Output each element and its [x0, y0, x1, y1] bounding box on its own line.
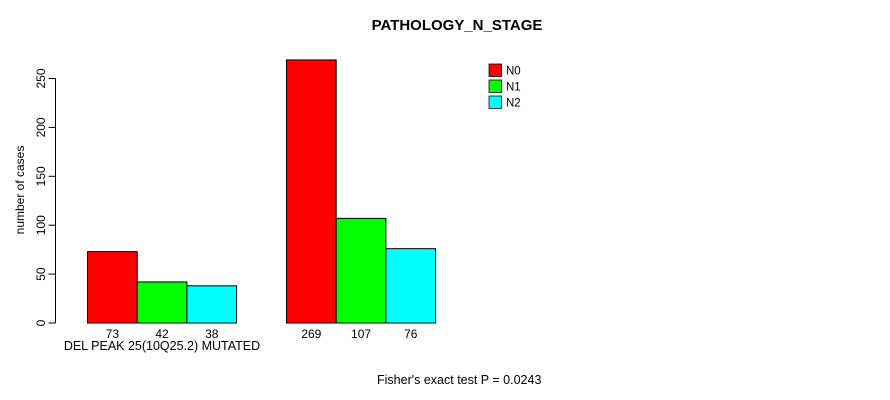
bar-value-label: 73	[106, 327, 120, 341]
y-axis-tick-label: 50	[34, 267, 48, 281]
bar-value-label: 38	[205, 327, 219, 341]
bar-group1-n1	[136, 281, 188, 324]
footnote-fisher-test: Fisher's exact test P = 0.0243	[377, 373, 541, 387]
bar-value-label: 42	[155, 327, 169, 341]
legend-swatch-n2	[488, 95, 502, 109]
legend-swatch-n1	[488, 79, 502, 93]
legend-label-n0: N0	[506, 66, 521, 78]
bar-group2-n1	[335, 217, 387, 324]
legend-label-n1: N1	[506, 82, 521, 94]
bar-group1-n2	[186, 285, 238, 324]
y-axis-tick-label: 0	[34, 319, 48, 326]
bar-group2-n0	[286, 59, 337, 324]
x-axis-group-label: DEL PEAK 25(10Q25.2) MUTATED	[64, 339, 260, 353]
y-axis-tick-label: 100	[34, 215, 48, 235]
bar-value-label: 107	[351, 327, 371, 341]
bar-group1-n0	[87, 251, 138, 324]
plot-area: 0 50 100 150 200 250 73 42 38 269 107 76	[34, 59, 437, 341]
bar-group2-n2	[385, 248, 437, 324]
y-axis-tick-label: 200	[34, 117, 48, 137]
bar-value-label: 269	[301, 327, 321, 341]
y-axis-label: number of cases	[13, 146, 27, 235]
y-axis-tick-label: 150	[34, 166, 48, 186]
chart-title: PATHOLOGY_N_STAGE	[372, 17, 543, 34]
bar-value-label: 76	[404, 327, 418, 341]
legend-label-n2: N2	[506, 98, 521, 110]
legend: N0 N1 N2	[488, 63, 521, 110]
y-axis-tick-label: 250	[34, 68, 48, 88]
legend-swatch-n0	[488, 63, 502, 77]
